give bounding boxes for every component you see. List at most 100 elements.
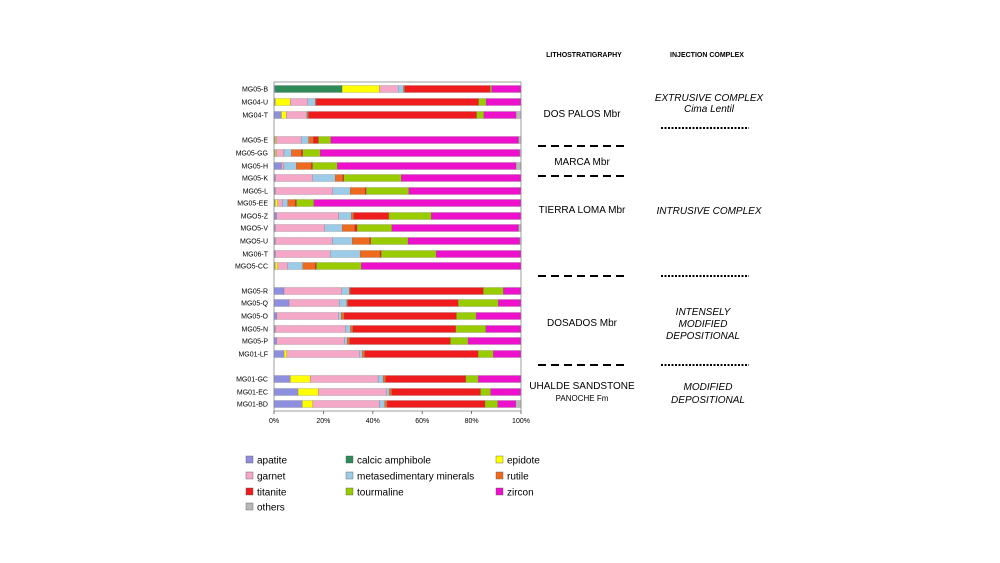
bar-segment-rutile bbox=[315, 98, 317, 106]
legend-item-metasedimentary-minerals: metasedimentary minerals bbox=[345, 472, 474, 483]
bar-segment-rutile bbox=[307, 111, 309, 119]
x-tick-label: 80% bbox=[465, 418, 479, 425]
bar-row-mg05-h bbox=[273, 162, 522, 170]
bar-segment-metasedimentary-minerals bbox=[338, 312, 342, 320]
bar-segment-apatite bbox=[273, 287, 285, 295]
legend-item-garnet: garnet bbox=[245, 471, 286, 483]
bar-segment-titanite bbox=[311, 162, 313, 170]
bar-segment-garnet bbox=[276, 312, 339, 320]
litho-unit-tierra-loma: TIERRA LOMA Mbr bbox=[539, 205, 626, 216]
legend-swatch bbox=[345, 487, 354, 496]
x-tick-label: 100% bbox=[512, 418, 530, 425]
sample-label: MG04-U bbox=[242, 100, 268, 107]
legend-item-tourmaline: tourmaline bbox=[345, 487, 404, 499]
bar-segment-zircon bbox=[401, 174, 522, 182]
bar-segment-titanite bbox=[316, 98, 479, 106]
bar-segment-metasedimentary-minerals bbox=[398, 85, 404, 93]
bar-segment-rutile bbox=[346, 337, 350, 345]
bar-segment-zircon bbox=[313, 199, 522, 207]
bar-segment-tourmaline bbox=[456, 312, 477, 320]
bar-segment-titanite bbox=[344, 312, 457, 320]
legend-item-others: others bbox=[245, 503, 285, 514]
legend-swatch bbox=[245, 471, 254, 480]
bar-segment-titanite bbox=[391, 388, 481, 396]
injection-unit-intensely-3: DEPOSITIONAL bbox=[666, 331, 740, 342]
bar-segment-zircon bbox=[337, 162, 517, 170]
injection-unit-extrusive: EXTRUSIVE COMPLEX bbox=[655, 93, 764, 104]
bar-segment-metasedimentary-minerals bbox=[332, 187, 351, 195]
bar-segment-garnet bbox=[275, 237, 333, 245]
bar-row-mg05-k bbox=[273, 174, 522, 182]
bar-segment-garnet bbox=[275, 250, 331, 258]
bar-segment-titanite bbox=[379, 250, 382, 258]
bar-row-mg04-u bbox=[273, 98, 522, 106]
x-tick-label: 20% bbox=[316, 418, 330, 425]
bar-segment-metasedimentary-minerals bbox=[312, 174, 336, 182]
legend-label: garnet bbox=[257, 472, 286, 483]
bar-segment-tourmaline bbox=[388, 212, 432, 220]
sample-label: MG05-EE bbox=[237, 201, 268, 208]
bar-segment-apatite bbox=[273, 312, 277, 320]
bar-segment-titanite bbox=[308, 111, 477, 119]
sample-label: MG05-L bbox=[243, 189, 268, 196]
injection-unit-intrusive: INTRUSIVE COMPLEX bbox=[656, 206, 761, 217]
bar-segment-others bbox=[515, 111, 522, 119]
bar-segment-rutile bbox=[308, 136, 314, 144]
bar-segment-epidote bbox=[275, 262, 278, 270]
sample-label: MG05-P bbox=[242, 339, 268, 346]
legend-item-rutile: rutile bbox=[495, 471, 529, 483]
bar-row-mgo5-z bbox=[273, 212, 522, 220]
bar-row-mg05-e bbox=[273, 136, 522, 144]
sample-label: MG05-R bbox=[242, 289, 268, 296]
bar-segment-garnet bbox=[275, 224, 325, 232]
legend-item-titanite: titanite bbox=[245, 488, 287, 499]
injection-unit-intensely-1: INTENSELY bbox=[676, 307, 732, 318]
bar-row-mg05-p bbox=[273, 337, 522, 345]
bar-row-mg05-q bbox=[273, 299, 522, 307]
bar-segment-tourmaline bbox=[450, 337, 469, 345]
bar-segment-rutile bbox=[403, 85, 405, 93]
bar-segment-garnet bbox=[310, 375, 379, 383]
bar-segment-tourmaline bbox=[478, 350, 494, 358]
bar-segment-zircon bbox=[483, 111, 517, 119]
bar-segment-zircon bbox=[330, 136, 519, 144]
bar-row-mg06-t bbox=[273, 250, 522, 258]
bar-segment-rutile bbox=[341, 312, 345, 320]
bar-segment-apatite bbox=[273, 162, 282, 170]
bar-segment-epidote bbox=[283, 350, 287, 358]
bar-segment-titanite bbox=[404, 85, 491, 93]
bar-segment-epidote bbox=[275, 149, 277, 157]
bar-segment-garnet bbox=[286, 111, 307, 119]
bar-row-mgo5-cc bbox=[273, 262, 522, 270]
legend-swatch bbox=[495, 455, 504, 464]
sample-label: MG04-T bbox=[242, 113, 268, 120]
legend-item-epidote: epidote bbox=[495, 455, 540, 467]
bar-segment-zircon bbox=[485, 325, 522, 333]
bar-segment-zircon bbox=[361, 262, 522, 270]
bar-segment-rutile bbox=[350, 187, 366, 195]
bar-segment-titanite bbox=[313, 136, 319, 144]
bar-segment-tourmaline bbox=[366, 187, 409, 195]
bar-segment-metasedimentary-minerals bbox=[283, 162, 297, 170]
legend-label: titanite bbox=[257, 488, 287, 499]
legend-label: apatite bbox=[257, 456, 287, 467]
bar-segment-garnet bbox=[312, 400, 380, 408]
bar-segment-tourmaline bbox=[455, 325, 486, 333]
bar-segment-titanite bbox=[342, 174, 344, 182]
bar-segment-metasedimentary-minerals bbox=[330, 250, 361, 258]
bar-segment-metasedimentary-minerals bbox=[332, 237, 353, 245]
sample-label: MG05-K bbox=[242, 176, 268, 183]
bar-segment-rutile bbox=[382, 375, 386, 383]
sample-label: MG01-EC bbox=[237, 390, 268, 397]
bar-segment-epidote bbox=[275, 199, 278, 207]
bar-segment-zircon bbox=[408, 187, 522, 195]
bar-segment-tourmaline bbox=[465, 375, 479, 383]
bar-segment-epidote bbox=[275, 136, 277, 144]
legend-swatch bbox=[495, 471, 504, 480]
bar-segment-metasedimentary-minerals bbox=[341, 287, 350, 295]
sample-label: MG06-T bbox=[242, 252, 268, 259]
bar-segment-garnet bbox=[379, 85, 399, 93]
sample-label: MG05-N bbox=[242, 327, 268, 334]
bar-segment-apatite bbox=[273, 350, 285, 358]
bar-row-mg05-o bbox=[273, 312, 522, 320]
